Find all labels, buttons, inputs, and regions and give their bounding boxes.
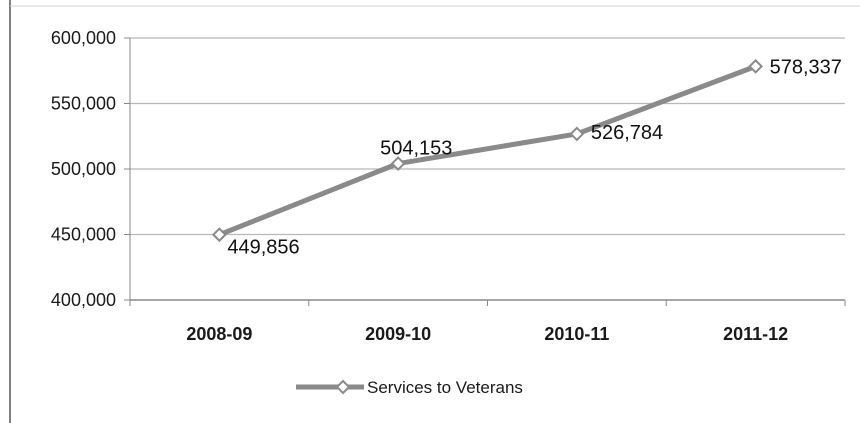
- legend: Services to Veterans: [296, 378, 523, 397]
- legend-label: Services to Veterans: [367, 378, 523, 397]
- legend-marker-icon: [335, 379, 351, 395]
- y-tick-label: 550,000: [51, 94, 116, 114]
- data-point-marker: [569, 126, 585, 142]
- x-tick-label: 2010-11: [544, 324, 609, 344]
- data-point-marker: [211, 227, 227, 243]
- y-tick-label: 600,000: [51, 28, 116, 48]
- x-tick-label: 2009-10: [365, 324, 431, 344]
- y-tick-label: 400,000: [51, 290, 116, 310]
- series-line: [216, 63, 759, 238]
- data-label: 504,153: [380, 138, 452, 160]
- data-label: 526,784: [591, 122, 663, 144]
- data-label: 449,856: [227, 237, 299, 259]
- y-axis: 400,000 450,000 500,000 550,000 600,000: [51, 28, 131, 310]
- data-point-marker: [390, 156, 406, 171]
- y-tick-label: 500,000: [51, 159, 116, 179]
- y-tick-label: 450,000: [51, 225, 116, 245]
- x-axis: 2008-09 2009-10 2010-11 2011-12: [129, 300, 846, 344]
- gridlines: [130, 37, 845, 301]
- x-tick-label: 2011-12: [723, 324, 788, 344]
- data-labels: 449,856 504,153 526,784 578,337: [227, 56, 842, 258]
- data-point-marker: [748, 58, 764, 74]
- series-services-to-veterans: [211, 58, 764, 243]
- x-tick-label: 2008-09: [186, 324, 252, 344]
- data-label: 578,337: [770, 56, 842, 78]
